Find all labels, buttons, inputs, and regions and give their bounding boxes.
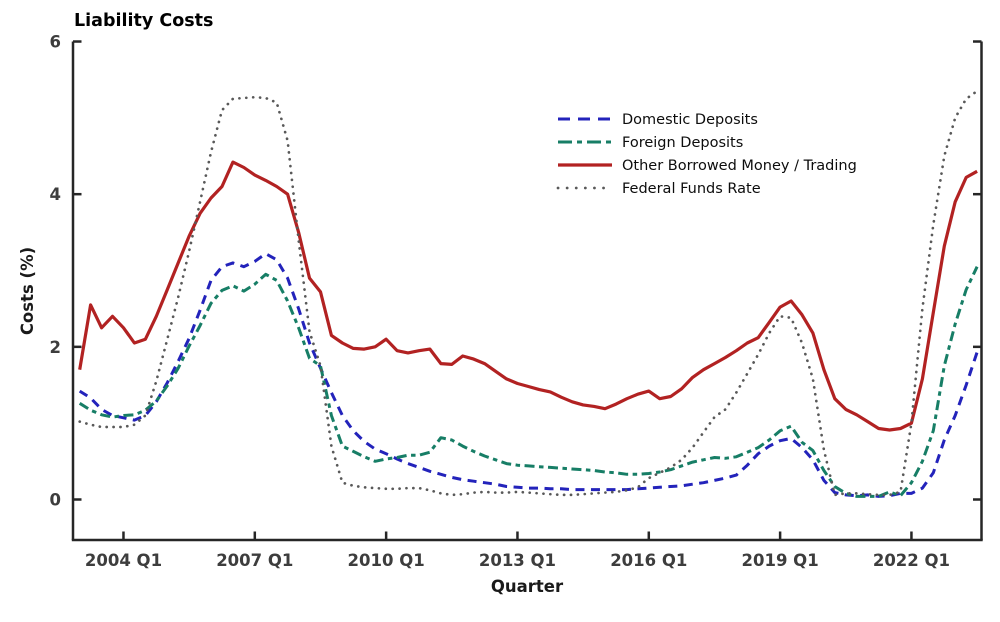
- x-tick-label: 2007 Q1: [216, 551, 293, 570]
- axis-ticks: 0 2 4 6 2004 Q1 2007 Q1 2010 Q1 2013 Q1 2016 Q1 2…: [50, 33, 982, 570]
- x-tick-label: 2004 Q1: [85, 551, 162, 570]
- legend-label-domestic-deposits: Domestic Deposits: [622, 112, 758, 128]
- series-line-other-borrowed-money-trading: [78, 160, 978, 432]
- y-axis-label: Costs (%): [18, 247, 37, 335]
- legend: Domestic Deposits Foreign Deposits Other…: [556, 112, 857, 197]
- y-tick-label: 0: [50, 491, 61, 510]
- x-tick-label: 2016 Q1: [610, 551, 687, 570]
- x-tick-label: 2019 Q1: [742, 551, 819, 570]
- series-line-foreign-deposits: [78, 266, 979, 498]
- legend-label-foreign-deposits: Foreign Deposits: [622, 135, 743, 151]
- page-title: Liability Costs: [74, 11, 213, 31]
- series-line-domestic-deposits: [78, 252, 979, 498]
- legend-label-other-borrowed-money: Other Borrowed Money / Trading: [622, 158, 857, 174]
- y-tick-label: 4: [50, 185, 61, 204]
- y-tick-label: 6: [50, 33, 61, 52]
- plot-lines: [78, 89, 979, 498]
- legend-label-federal-funds-rate: Federal Funds Rate: [622, 181, 761, 197]
- x-tick-label: 2013 Q1: [479, 551, 556, 570]
- series-line-federal-funds-rate: [78, 89, 979, 497]
- x-tick-label: 2022 Q1: [873, 551, 950, 570]
- x-tick-label: 2010 Q1: [348, 551, 425, 570]
- y-tick-label: 2: [50, 338, 61, 357]
- axes: [71, 41, 983, 542]
- x-axis-label: Quarter: [491, 577, 564, 596]
